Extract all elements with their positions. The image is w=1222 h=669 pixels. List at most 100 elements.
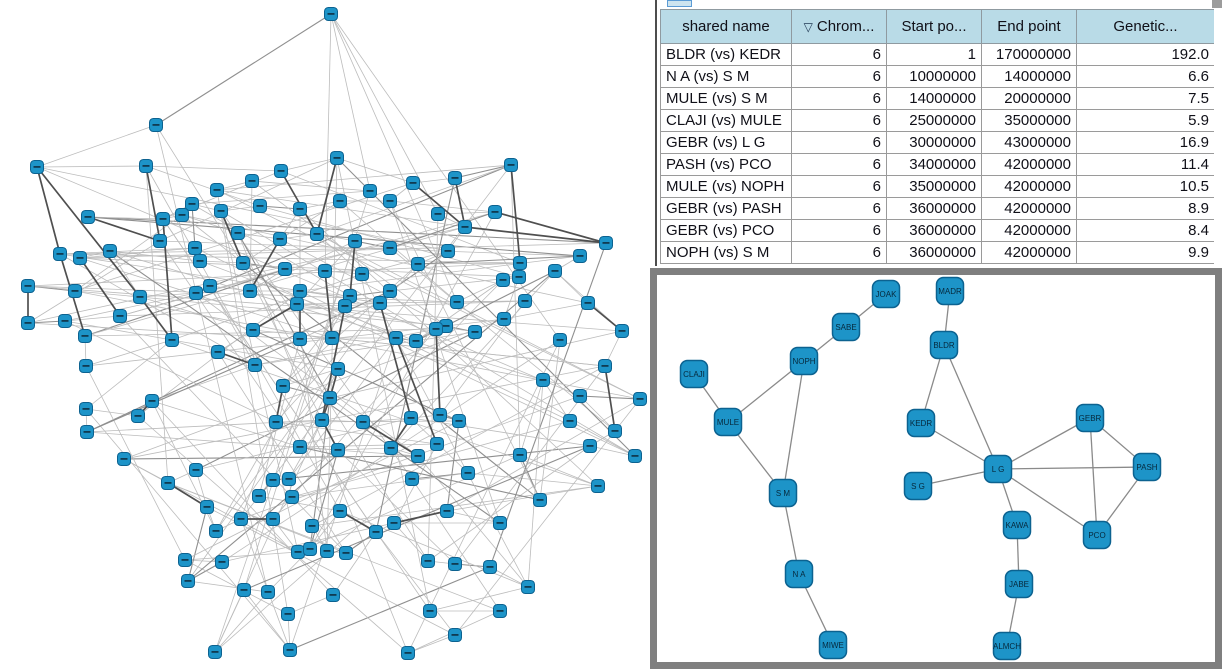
network-node-madr[interactable]: MADR (935, 276, 965, 306)
network-node[interactable] (245, 174, 259, 188)
network-node[interactable] (389, 331, 403, 345)
network-node[interactable] (193, 254, 207, 268)
network-node-bldr[interactable]: BLDR (929, 330, 959, 360)
network-node[interactable] (430, 437, 444, 451)
value-cell[interactable]: 6 (791, 241, 887, 264)
network-node[interactable] (266, 512, 280, 526)
network-node-joak[interactable]: JOAK (871, 279, 901, 309)
network-node[interactable] (139, 159, 153, 173)
network-node-mule[interactable]: MULE (713, 407, 743, 437)
network-node[interactable] (405, 472, 419, 486)
network-node[interactable] (273, 232, 287, 246)
network-node[interactable] (243, 284, 257, 298)
table-row[interactable]: NOPH (vs) S M 6 36000000 42000000 9.9 (660, 241, 1215, 264)
column-header-4[interactable]: Genetic... (1076, 9, 1215, 44)
value-cell[interactable]: 10000000 (886, 65, 982, 88)
network-node[interactable] (615, 324, 629, 338)
table-row[interactable]: CLAJI (vs) MULE 6 25000000 35000000 5.9 (660, 109, 1215, 132)
network-node[interactable] (448, 171, 462, 185)
network-node[interactable] (214, 204, 228, 218)
network-node[interactable] (131, 409, 145, 423)
network-node[interactable] (211, 345, 225, 359)
network-node[interactable] (305, 519, 319, 533)
network-node[interactable] (269, 415, 283, 429)
value-cell[interactable]: 20000000 (981, 87, 1077, 110)
network-node[interactable] (231, 226, 245, 240)
network-node[interactable] (383, 284, 397, 298)
value-cell[interactable]: 36000000 (886, 197, 982, 220)
network-node[interactable] (188, 241, 202, 255)
shared-name-cell[interactable]: PASH (vs) PCO (660, 153, 792, 176)
value-cell[interactable]: 6.6 (1076, 65, 1215, 88)
network-node[interactable] (203, 279, 217, 293)
network-node[interactable] (493, 516, 507, 530)
network-node[interactable] (421, 554, 435, 568)
network-canvas[interactable] (0, 0, 655, 669)
network-node[interactable] (248, 358, 262, 372)
table-row[interactable]: BLDR (vs) KEDR 6 1 170000000 192.0 (660, 43, 1215, 66)
network-node[interactable] (103, 244, 117, 258)
vertical-scrollbar[interactable] (1214, 0, 1222, 266)
network-node[interactable] (518, 294, 532, 308)
network-node[interactable] (236, 256, 250, 270)
network-node[interactable] (281, 607, 295, 621)
value-cell[interactable]: 6 (791, 153, 887, 176)
network-node[interactable] (291, 545, 305, 559)
network-node[interactable] (113, 309, 127, 323)
network-node-gebr[interactable]: GEBR (1075, 403, 1105, 433)
network-node-almch[interactable]: ALMCH (992, 631, 1022, 661)
network-node[interactable] (339, 546, 353, 560)
network-node[interactable] (333, 504, 347, 518)
network-node[interactable] (581, 296, 595, 310)
network-node[interactable] (411, 257, 425, 271)
network-node[interactable] (429, 322, 443, 336)
network-node[interactable] (406, 176, 420, 190)
network-node[interactable] (68, 284, 82, 298)
network-node-n-a[interactable]: N A (784, 559, 814, 589)
network-node[interactable] (324, 7, 338, 21)
network-node[interactable] (293, 202, 307, 216)
table-row[interactable]: GEBR (vs) PCO 6 36000000 42000000 8.4 (660, 219, 1215, 242)
table-row[interactable]: PASH (vs) PCO 6 34000000 42000000 11.4 (660, 153, 1215, 176)
network-node[interactable] (278, 262, 292, 276)
network-node[interactable] (283, 643, 297, 657)
network-node[interactable] (315, 413, 329, 427)
network-node[interactable] (363, 184, 377, 198)
network-node[interactable] (573, 389, 587, 403)
shared-name-cell[interactable]: BLDR (vs) KEDR (660, 43, 792, 66)
network-node[interactable] (200, 500, 214, 514)
shared-name-cell[interactable]: MULE (vs) NOPH (660, 175, 792, 198)
shared-name-cell[interactable]: GEBR (vs) L G (660, 131, 792, 154)
network-node[interactable] (433, 408, 447, 422)
table-row[interactable]: MULE (vs) NOPH 6 35000000 42000000 10.5 (660, 175, 1215, 198)
network-node[interactable] (208, 645, 222, 659)
main-network-view[interactable] (0, 0, 655, 669)
network-node[interactable] (488, 205, 502, 219)
network-node[interactable] (145, 394, 159, 408)
value-cell[interactable]: 6 (791, 109, 887, 132)
network-node[interactable] (161, 476, 175, 490)
value-cell[interactable]: 42000000 (981, 197, 1077, 220)
network-node[interactable] (497, 312, 511, 326)
network-node[interactable] (58, 314, 72, 328)
value-cell[interactable]: 6 (791, 197, 887, 220)
network-node[interactable] (483, 560, 497, 574)
network-node[interactable] (325, 331, 339, 345)
network-node[interactable] (293, 440, 307, 454)
network-node[interactable] (423, 604, 437, 618)
network-node[interactable] (79, 359, 93, 373)
value-cell[interactable]: 6 (791, 65, 887, 88)
value-cell[interactable]: 10.5 (1076, 175, 1215, 198)
column-header-3[interactable]: End point (981, 9, 1077, 44)
value-cell[interactable]: 14000000 (886, 87, 982, 110)
shared-name-cell[interactable]: GEBR (vs) PCO (660, 219, 792, 242)
table-row[interactable]: GEBR (vs) PASH 6 36000000 42000000 8.9 (660, 197, 1215, 220)
value-cell[interactable]: 14000000 (981, 65, 1077, 88)
network-node[interactable] (563, 414, 577, 428)
value-cell[interactable]: 8.9 (1076, 197, 1215, 220)
network-node[interactable] (210, 183, 224, 197)
horizontal-scrollbar[interactable] (657, 0, 1222, 8)
value-cell[interactable]: 34000000 (886, 153, 982, 176)
network-node[interactable] (383, 194, 397, 208)
value-cell[interactable]: 35000000 (981, 109, 1077, 132)
